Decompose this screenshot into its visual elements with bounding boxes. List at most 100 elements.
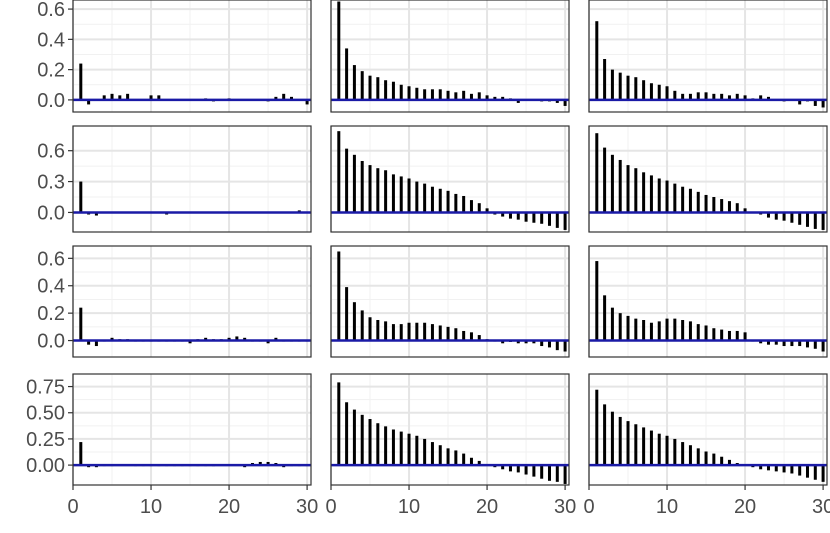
acf-bar bbox=[430, 89, 434, 100]
acf-bar bbox=[774, 340, 778, 345]
acf-bar bbox=[782, 465, 786, 473]
acf-bar bbox=[720, 329, 724, 341]
acf-bar bbox=[618, 159, 622, 213]
acf-bar bbox=[727, 330, 731, 341]
acf-bar bbox=[805, 212, 809, 227]
acf-bar bbox=[540, 212, 544, 224]
acf-bar bbox=[462, 90, 466, 100]
x-tick-label: 0 bbox=[583, 496, 594, 518]
acf-bar bbox=[595, 389, 599, 466]
acf-bar bbox=[415, 87, 419, 100]
acf-bar bbox=[821, 340, 825, 352]
acf-bar bbox=[603, 147, 607, 213]
acf-bar bbox=[454, 328, 458, 341]
acf-bar bbox=[415, 322, 419, 341]
y-tick-label: 0.2 bbox=[37, 303, 65, 325]
acf-bar bbox=[274, 96, 278, 100]
acf-bar bbox=[688, 445, 692, 466]
acf-bar bbox=[94, 212, 98, 216]
acf-bar bbox=[610, 154, 614, 213]
acf-bar bbox=[649, 430, 653, 466]
acf-bar bbox=[681, 93, 685, 100]
acf-bar bbox=[681, 320, 685, 341]
y-tick-label: 0.0 bbox=[37, 331, 65, 353]
acf-bar bbox=[368, 317, 372, 341]
x-tick-label: 10 bbox=[656, 496, 678, 518]
acf-bar bbox=[595, 261, 599, 341]
acf-bar bbox=[384, 170, 388, 213]
acf-bar bbox=[540, 340, 544, 347]
acf-bar bbox=[603, 59, 607, 100]
acf-bar bbox=[727, 459, 731, 466]
acf-bar bbox=[360, 71, 364, 100]
acf-bar bbox=[720, 199, 724, 213]
acf-bar bbox=[555, 340, 559, 351]
acf-bar bbox=[501, 465, 505, 470]
acf-bar bbox=[360, 310, 364, 341]
acf-bar bbox=[532, 465, 536, 477]
acf-bar bbox=[610, 69, 614, 100]
acf-bar bbox=[345, 148, 349, 213]
acf-bar bbox=[289, 96, 293, 100]
acf-bar bbox=[360, 414, 364, 466]
panel-border bbox=[330, 245, 570, 358]
acf-bar bbox=[274, 337, 278, 341]
acf-bar bbox=[649, 175, 653, 213]
acf-bar bbox=[477, 335, 481, 341]
acf-bar bbox=[469, 457, 473, 466]
x-tick-label: 10 bbox=[140, 496, 162, 518]
acf-bar bbox=[603, 295, 607, 341]
x-tick-label: 0 bbox=[67, 496, 78, 518]
acf-bar bbox=[657, 178, 661, 213]
acf-bar bbox=[368, 165, 372, 213]
acf-bar bbox=[555, 99, 559, 103]
acf-bar bbox=[642, 80, 646, 100]
acf-bar bbox=[266, 461, 270, 466]
acf-bar bbox=[649, 322, 653, 341]
acf-bar bbox=[798, 212, 802, 225]
acf-bar bbox=[634, 77, 638, 100]
y-tick-label: 0.4 bbox=[37, 276, 65, 298]
acf-bar bbox=[798, 465, 802, 476]
acf-bar bbox=[805, 465, 809, 478]
acf-bar bbox=[603, 404, 607, 466]
acf-bar bbox=[735, 203, 739, 213]
acf-bar bbox=[446, 90, 450, 100]
panel-border bbox=[588, 245, 828, 358]
acf-bar bbox=[391, 429, 395, 466]
acf-bar bbox=[345, 48, 349, 100]
acf-bar bbox=[79, 307, 83, 341]
acf-bar bbox=[790, 465, 794, 474]
acf-bar bbox=[657, 84, 661, 100]
acf-bar bbox=[126, 93, 130, 100]
y-tick-label: 0.6 bbox=[37, 141, 65, 163]
acf-bar bbox=[547, 212, 551, 226]
acf-bar bbox=[501, 212, 505, 217]
acf-bar bbox=[681, 442, 685, 466]
acf-bar bbox=[243, 337, 247, 341]
acf-bar bbox=[87, 340, 91, 345]
acf-bar bbox=[399, 84, 403, 100]
acf-bar bbox=[798, 99, 802, 105]
acf-bar bbox=[391, 81, 395, 100]
acf-bar bbox=[610, 411, 614, 466]
acf-bar bbox=[766, 96, 770, 100]
acf-bar bbox=[204, 337, 208, 341]
acf-bar bbox=[563, 465, 567, 484]
acf-bar bbox=[532, 212, 536, 223]
acf-bar bbox=[555, 212, 559, 228]
acf-bar bbox=[430, 442, 434, 466]
acf-bar bbox=[501, 340, 505, 344]
acf-bar bbox=[399, 324, 403, 341]
acf-bar bbox=[743, 332, 747, 341]
acf-bar bbox=[407, 322, 411, 341]
acf-bar bbox=[665, 318, 669, 341]
y-tick-label: 0.0 bbox=[37, 90, 65, 112]
acf-bar bbox=[821, 465, 825, 482]
acf-bar bbox=[266, 340, 270, 344]
acf-bar bbox=[430, 324, 434, 341]
acf-bar bbox=[688, 188, 692, 213]
acf-bar bbox=[782, 340, 786, 347]
acf-bar bbox=[618, 72, 622, 100]
acf-bar bbox=[696, 448, 700, 466]
